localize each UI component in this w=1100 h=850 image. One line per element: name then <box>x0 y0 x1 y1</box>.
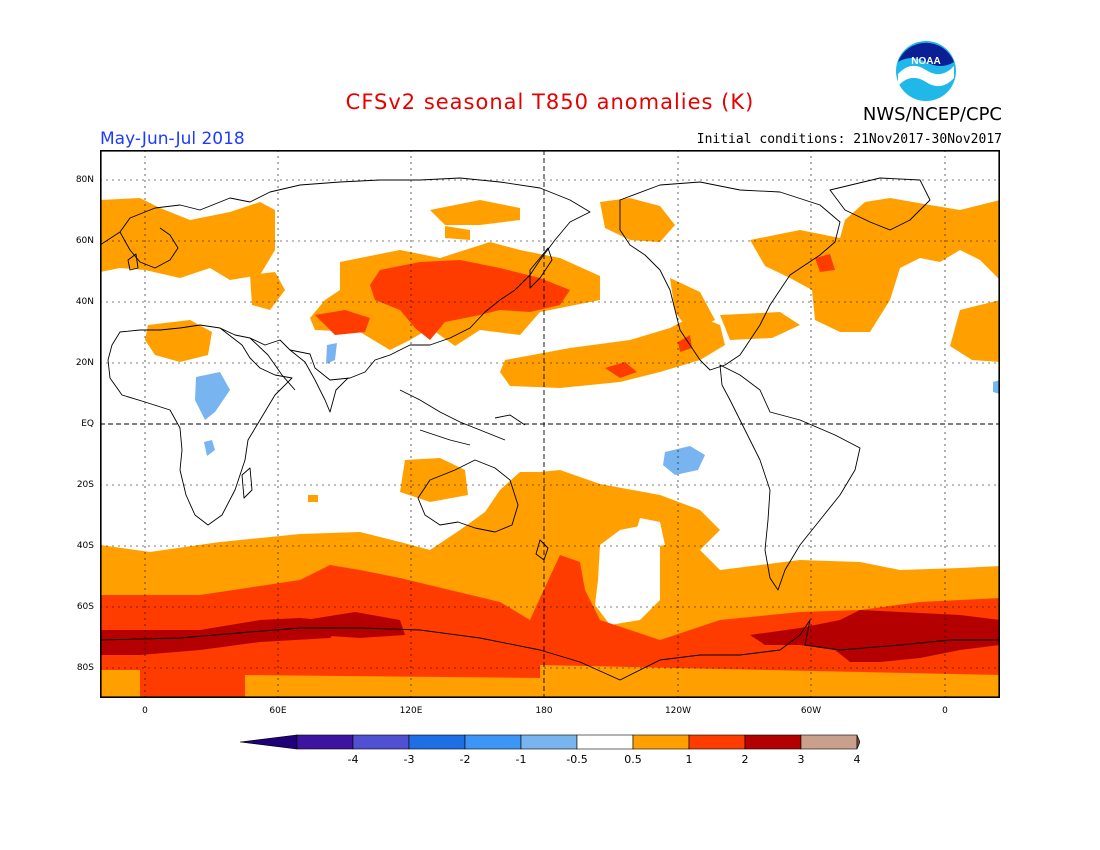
colorbar-bin <box>632 734 690 750</box>
colorbar-bin <box>408 734 466 750</box>
lat-label: 60S <box>76 602 94 612</box>
colorbar-tick-label: -0.5 <box>566 753 587 766</box>
anomaly-patches-south <box>100 470 1000 698</box>
anomaly-map <box>100 150 1000 698</box>
lon-label: 60W <box>800 706 822 716</box>
lon-label: 0 <box>942 706 948 716</box>
lat-label: 20N <box>75 358 94 368</box>
initial-conditions-label: Initial conditions: 21Nov2017-30Nov2017 <box>696 132 1002 147</box>
colorbar-tick-label: 3 <box>798 753 805 766</box>
lat-label: 20S <box>76 480 94 490</box>
lat-label: 40S <box>76 541 94 551</box>
lon-label: 180 <box>535 706 553 716</box>
colorbar-bin <box>520 734 578 750</box>
colorbar-bin <box>464 734 522 750</box>
noaa-logo-icon: NOAA <box>896 41 956 101</box>
colorbar-tick-label: -3 <box>404 753 415 766</box>
graticule <box>100 150 1000 698</box>
lat-label: 40N <box>75 297 94 307</box>
noaa-logo-text: NOAA <box>911 56 940 67</box>
colorbar-bin <box>800 734 858 750</box>
colorbar-tick-label: -1 <box>516 753 527 766</box>
colorbar-tick-label: 0.5 <box>624 753 642 766</box>
map-frame <box>100 150 1000 698</box>
colorbar-tick-label: 1 <box>686 753 693 766</box>
colorbar-bin <box>744 734 802 750</box>
lon-label: 120W <box>664 706 692 716</box>
colorbar-tick-label: -2 <box>460 753 471 766</box>
lat-label: EQ <box>81 419 94 429</box>
lon-label: 60E <box>269 706 287 716</box>
colorbar-tick-label: 4 <box>854 753 861 766</box>
chart-title: CFSv2 seasonal T850 anomalies (K) <box>345 90 755 114</box>
colorbar-tick-label: -4 <box>348 753 359 766</box>
colorbar-bin <box>576 734 634 750</box>
period-label: May-Jun-Jul 2018 <box>100 129 245 149</box>
colorbar-bin <box>688 734 746 750</box>
colorbar-low-cap <box>240 734 298 750</box>
lon-label: 0 <box>142 706 148 716</box>
colorbar-bin <box>296 734 354 750</box>
colorbar-legend: -4 -3 -2 -1 -0.5 0.5 1 2 3 4 <box>240 734 861 766</box>
lat-label: 60N <box>75 236 94 246</box>
colorbar-bin <box>352 734 410 750</box>
anomaly-patches-north <box>100 198 1000 502</box>
colorbar-tick-label: 2 <box>742 753 749 766</box>
lon-label: 120E <box>399 706 423 716</box>
agency-label: NWS/NCEP/CPC <box>862 104 1002 125</box>
lat-label: 80N <box>75 175 94 185</box>
colorbar-high-cap <box>856 734 860 750</box>
lat-label: 80S <box>76 663 94 673</box>
